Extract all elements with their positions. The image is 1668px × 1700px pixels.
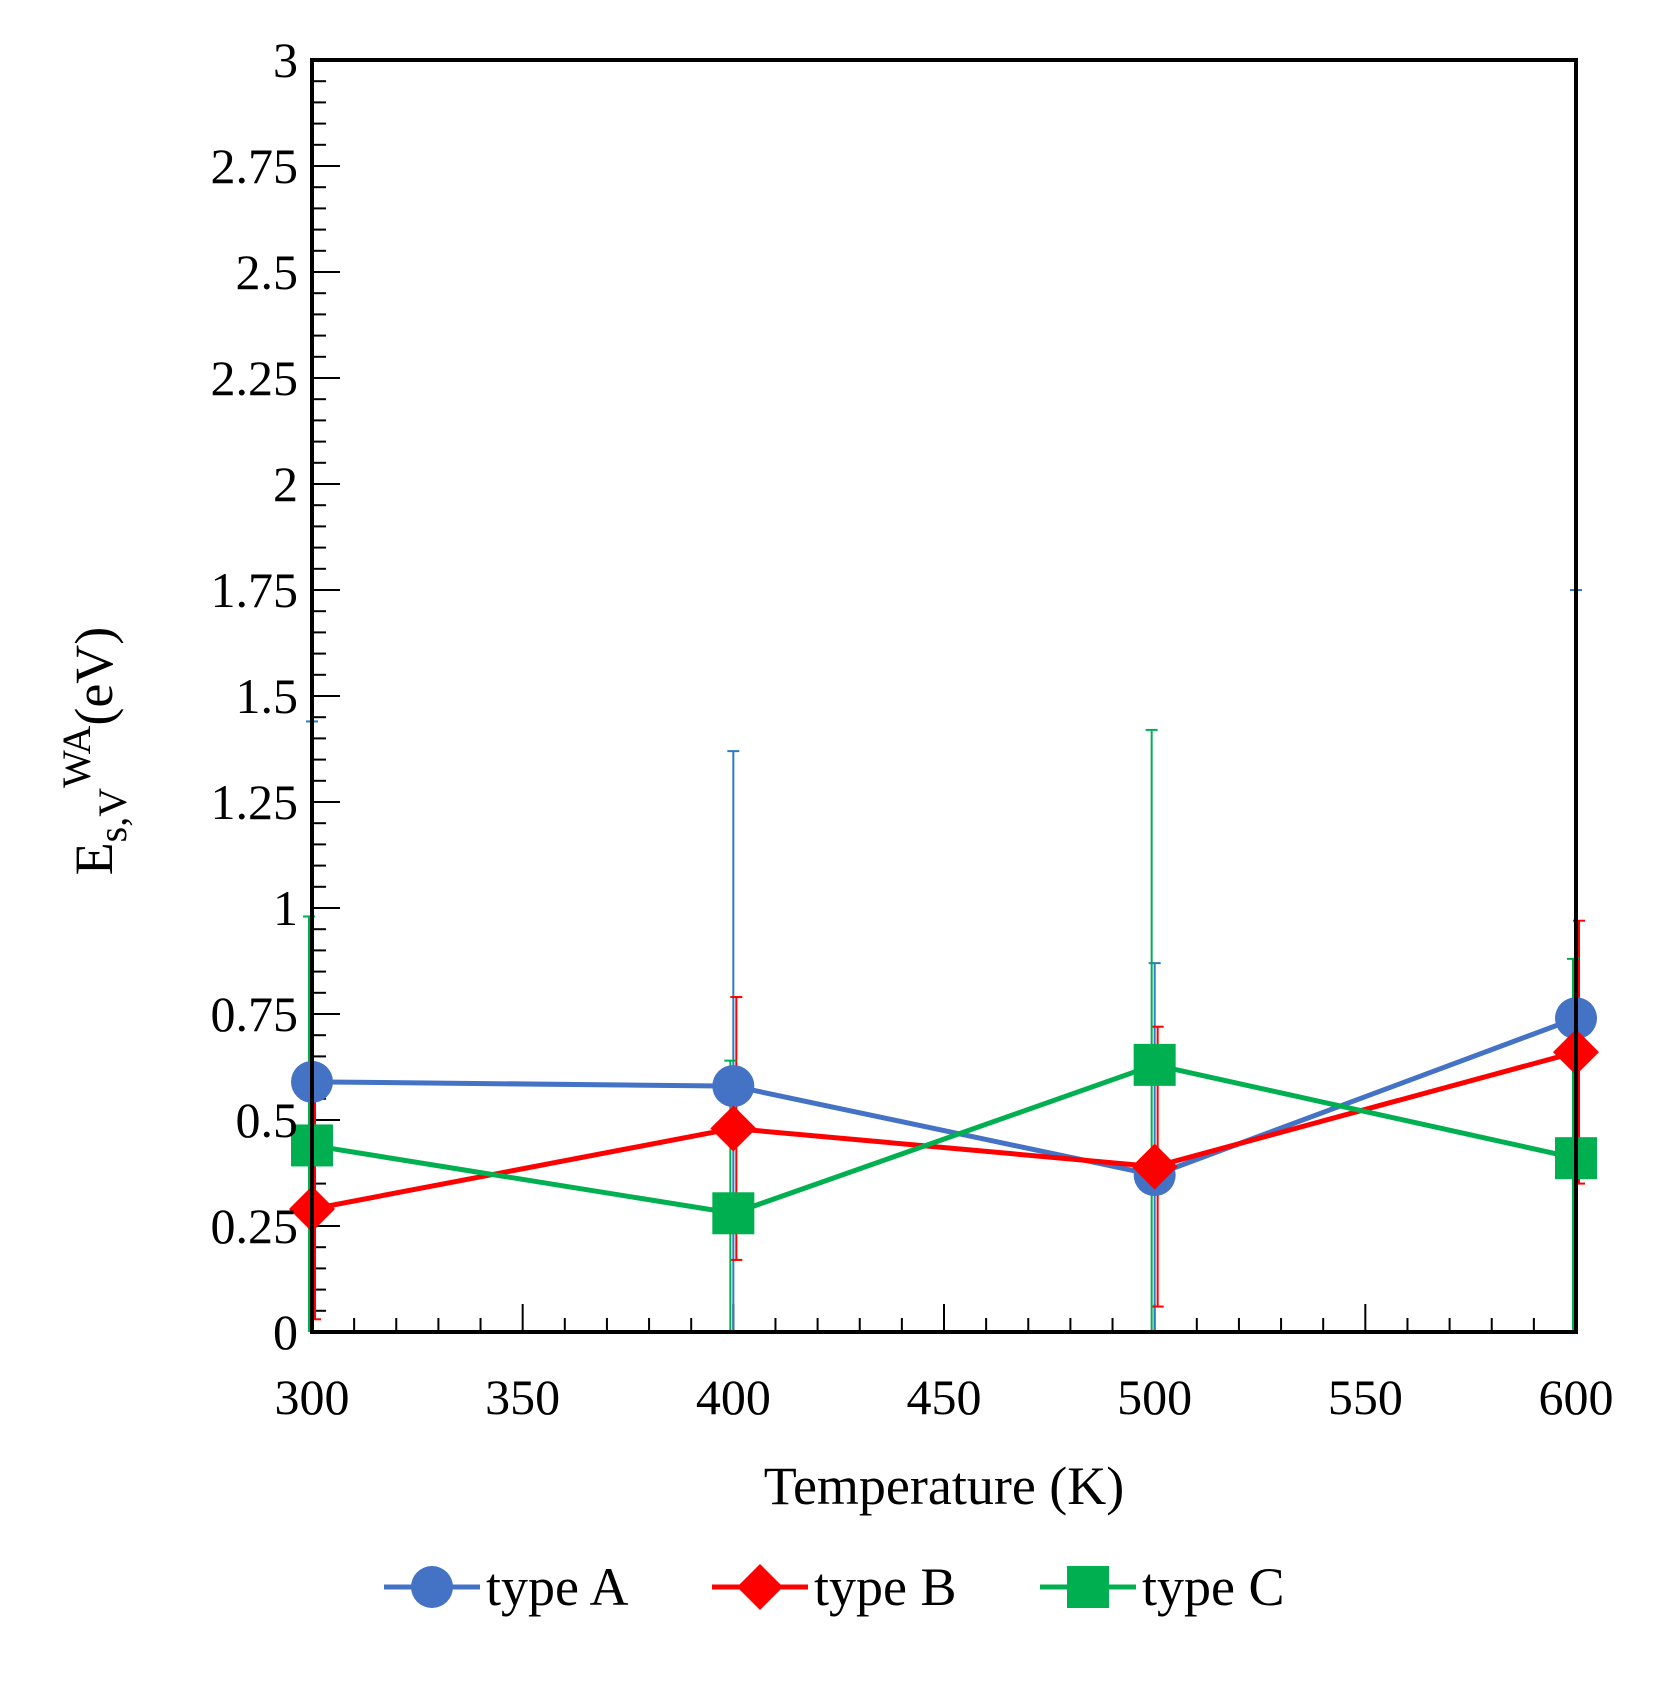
type-a-line bbox=[311, 1015, 1577, 1178]
legend-marker-type-b bbox=[737, 1564, 783, 1610]
legend-item-type-b: type B bbox=[712, 1557, 957, 1617]
y-axis-title-subscript: s,V bbox=[90, 788, 135, 843]
y-tick-label: 1 bbox=[273, 880, 298, 936]
legend-label-type-c: type C bbox=[1142, 1557, 1285, 1617]
legend-marker-type-a bbox=[411, 1566, 453, 1608]
y-tick-label: 2.75 bbox=[211, 138, 299, 194]
x-tick-label: 350 bbox=[485, 1369, 560, 1425]
y-tick-label: 0.5 bbox=[236, 1092, 299, 1148]
y-tick-label: 0.75 bbox=[211, 986, 299, 1042]
series-markers bbox=[289, 997, 1599, 1235]
y-tick-label: 2 bbox=[273, 456, 298, 512]
type-c-point bbox=[712, 1192, 755, 1235]
x-tick-label: 600 bbox=[1539, 1369, 1614, 1425]
x-tick-label: 400 bbox=[696, 1369, 771, 1425]
type-b-point bbox=[710, 1105, 757, 1152]
y-tick-label: 0 bbox=[273, 1304, 298, 1360]
y-tick-label: 2.5 bbox=[236, 244, 299, 300]
y-tick-label: 1.75 bbox=[211, 562, 299, 618]
tick-labels: 300 350 400 450 500 550 600 0 0.25 0.5 0.75 1 1.25 1.… bbox=[211, 32, 1614, 1425]
y-tick-label: 2.25 bbox=[211, 350, 299, 406]
type-c-line bbox=[311, 1062, 1577, 1216]
y-tick-label: 0.25 bbox=[211, 1198, 299, 1254]
type-b-point bbox=[1131, 1143, 1178, 1190]
series-lines bbox=[311, 1015, 1577, 1216]
legend-item-type-c: type C bbox=[1040, 1557, 1285, 1617]
y-axis-title-base: E bbox=[64, 842, 124, 875]
legend-label-type-b: type B bbox=[814, 1557, 957, 1617]
plot-frame bbox=[310, 58, 1578, 1334]
axis-ticks bbox=[311, 59, 1577, 1333]
error-bars bbox=[303, 589, 1585, 1332]
legend: type A type B type C bbox=[384, 1557, 1285, 1617]
x-tick-label: 550 bbox=[1328, 1369, 1403, 1425]
x-tick-label: 500 bbox=[1117, 1369, 1192, 1425]
legend-marker-type-c bbox=[1067, 1566, 1109, 1608]
y-tick-label: 1.5 bbox=[236, 668, 299, 724]
legend-item-type-a: type A bbox=[384, 1557, 629, 1617]
y-axis-title: Es,VWA(eV) bbox=[54, 627, 135, 876]
x-tick-label: 300 bbox=[275, 1369, 350, 1425]
y-axis-title-superscript: WA bbox=[54, 726, 99, 788]
x-axis-title: Temperature (K) bbox=[764, 1456, 1125, 1516]
type-a-point bbox=[712, 1065, 755, 1108]
y-axis-title-unit: (eV) bbox=[64, 627, 124, 726]
legend-label-type-a: type A bbox=[486, 1557, 629, 1617]
type-c-point bbox=[1133, 1043, 1176, 1086]
y-tick-label: 1.25 bbox=[211, 774, 299, 830]
y-tick-label: 3 bbox=[273, 32, 298, 88]
x-tick-label: 450 bbox=[907, 1369, 982, 1425]
